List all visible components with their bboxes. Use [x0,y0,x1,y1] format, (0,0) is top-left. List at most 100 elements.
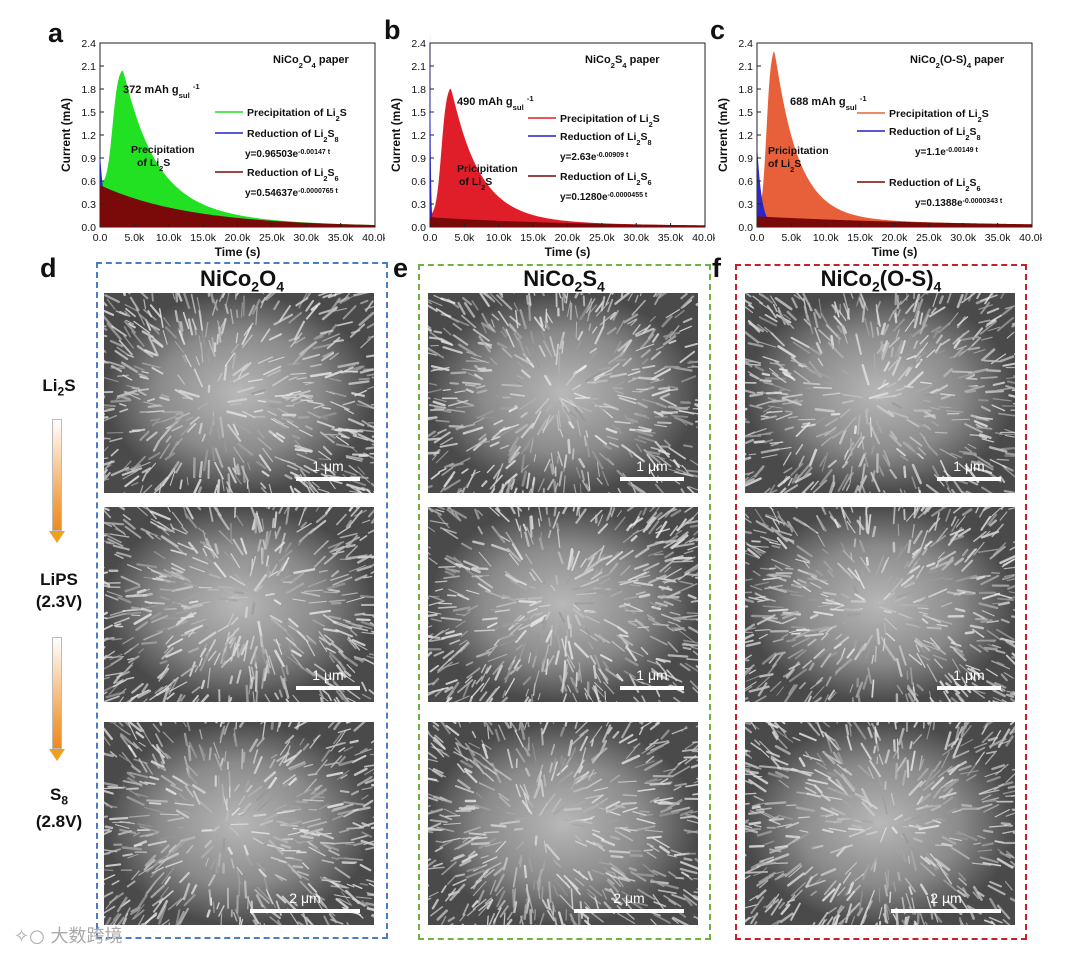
fit-equation-s8: y=2.63e-0.00909 t [560,152,629,164]
y-tick-label: 2.4 [411,38,426,50]
y-tick-label: 1.2 [81,130,96,142]
annotation-line1: Pricipitation [457,163,518,175]
legend-label-s8: Reduction of Li2S8 [560,131,652,147]
scale-bar [891,909,1001,913]
legend-label-s8: Reduction of Li2S8 [889,126,981,142]
sem-image-nico2s4-s8: 2 μm [428,722,698,925]
scale-bar-label: 1 μm [636,458,668,474]
x-tick-label: 0.0 [423,232,438,244]
x-tick-label: 10.0k [156,232,182,244]
chart-panel-b: 0.0 0.3 0.6 0.9 1.2 1.5 1.8 2.1 2.4 0.0 5.0k 10.0k 1… [389,35,715,259]
capacity-label: 688 mAh gsul -1 [790,94,867,112]
annotation-line2: of Li2S [768,158,801,174]
x-tick-label: 30.0k [623,232,649,244]
y-tick-label: 1.2 [738,130,753,142]
y-tick-label: 1.5 [81,107,96,119]
label-s8: S8 (2.8V) [35,785,83,832]
x-tick-label: 30.0k [293,232,319,244]
x-tick-label: 5.0k [454,232,475,244]
sem-column-nico2os4 [735,264,1027,940]
y-tick-label: 2.4 [81,38,96,50]
panel-letter-a: a [48,18,64,48]
capacity-label: 372 mAh gsul -1 [123,82,200,100]
precipitation-li2s-area [430,88,705,227]
y-tick-label: 0.9 [81,153,96,165]
x-tick-label: 40.0k [692,232,715,244]
chart-panel-c: 0.0 0.3 0.6 0.9 1.2 1.5 1.8 2.1 2.4 0.0 5.0k 10.0k 1… [716,38,1042,259]
label-lips: LiPS (2.3V) [35,570,83,611]
x-tick-label: 25.0k [589,232,615,244]
scale-bar-label: 2 μm [930,890,962,906]
y-tick-label: 0.0 [411,222,426,234]
reduction-li2s6-area [100,185,375,227]
fit-equation-s6: y=0.1388e-0.0000343 t [915,198,1003,210]
panel-letter-f: f [712,253,721,283]
y-tick-label: 0.0 [81,222,96,234]
y-tick-label: 0.0 [738,222,753,234]
reduction-li2s8-area [757,142,778,227]
sem-image-nico2os4-s8: 2 μm [745,722,1015,925]
panel-letter-b: b [384,15,401,45]
y-tick-label: 1.8 [738,84,753,96]
x-tick-label: 10.0k [813,232,839,244]
panel-letter-d: d [40,253,57,283]
annotation-line1: Pricipitation [768,145,829,157]
column-title-nico2s4: NiCo2S4 [523,266,605,295]
fit-equation-s6: y=0.54637e-0.0000765 t [245,188,338,200]
fit-equation-s8: y=1.1e-0.00149 t [915,147,978,159]
sem-image-nico2os4-li2s: 1 μm [745,293,1015,493]
legend-label-s8: Reduction of Li2S8 [247,128,339,144]
chart-title: NiCo2S4 paper [585,54,660,70]
scale-bar [620,477,684,481]
panel-letter-c: c [710,15,726,45]
y-tick-label: 1.8 [411,84,426,96]
y-tick-label: 1.8 [81,84,96,96]
x-axis-label: Time (s) [215,245,261,259]
arrow-shaft-1 [52,419,62,531]
chart-title: NiCo2O4 paper [273,54,350,70]
scale-bar [620,686,684,690]
legend-label-s6: Reduction of Li2S6 [560,171,652,187]
y-tick-label: 0.6 [738,176,753,188]
y-tick-label: 2.1 [411,61,426,73]
x-tick-label: 20.0k [882,232,908,244]
fit-equation-s8: y=0.96503e-0.00147 t [245,149,331,161]
arrow-head-1 [49,531,65,543]
x-tick-label: 25.0k [916,232,942,244]
x-tick-label: 15.0k [520,232,546,244]
y-axis-label: Current (mA) [716,98,730,172]
scale-bar [937,477,1001,481]
sem-image-nico2os4-lips: 1 μm [745,507,1015,702]
x-tick-label: 20.0k [225,232,251,244]
label-li2s: Li2S [42,376,76,399]
scale-bar-label: 2 μm [613,890,645,906]
sem-image-nico2o4-li2s: 1 μm [104,293,374,493]
y-tick-label: 0.6 [81,176,96,188]
legend-label-s6: Reduction of Li2S6 [247,167,339,183]
legend-label-s6: Reduction of Li2S6 [889,177,981,193]
chart-panel-a: 0.0 0.3 0.6 0.9 1.2 1.5 1.8 2.1 2.4 0.0 5.0k 10.0k 1… [59,38,385,259]
sem-image-nico2o4-lips: 1 μm [104,507,374,702]
arrow-head-2 [49,749,65,761]
sem-column-nico2o4 [96,262,388,939]
capacity-label: 490 mAh gsul -1 [457,94,534,112]
x-tick-label: 0.0 [93,232,108,244]
annotation-line1: Precipitation [131,144,195,156]
arrow-shaft-2 [52,637,62,749]
y-tick-label: 0.3 [738,199,753,211]
x-tick-label: 0.0 [750,232,765,244]
x-tick-label: 20.0k [555,232,581,244]
sem-image-nico2s4-lips: 1 μm [428,507,698,702]
scale-bar [296,477,360,481]
sem-column-nico2s4 [418,264,711,940]
scale-bar-label: 1 μm [312,458,344,474]
x-tick-label: 30.0k [950,232,976,244]
x-tick-label: 40.0k [362,232,385,244]
legend-label-precip: Precipitation of Li2S [247,107,347,123]
panel-letter-e: e [393,253,409,283]
y-tick-label: 0.9 [411,153,426,165]
precipitation-li2s-area [757,51,1032,227]
x-tick-label: 25.0k [259,232,285,244]
legend-label-precip: Precipitation of Li2S [560,113,660,129]
x-tick-label: 15.0k [190,232,216,244]
